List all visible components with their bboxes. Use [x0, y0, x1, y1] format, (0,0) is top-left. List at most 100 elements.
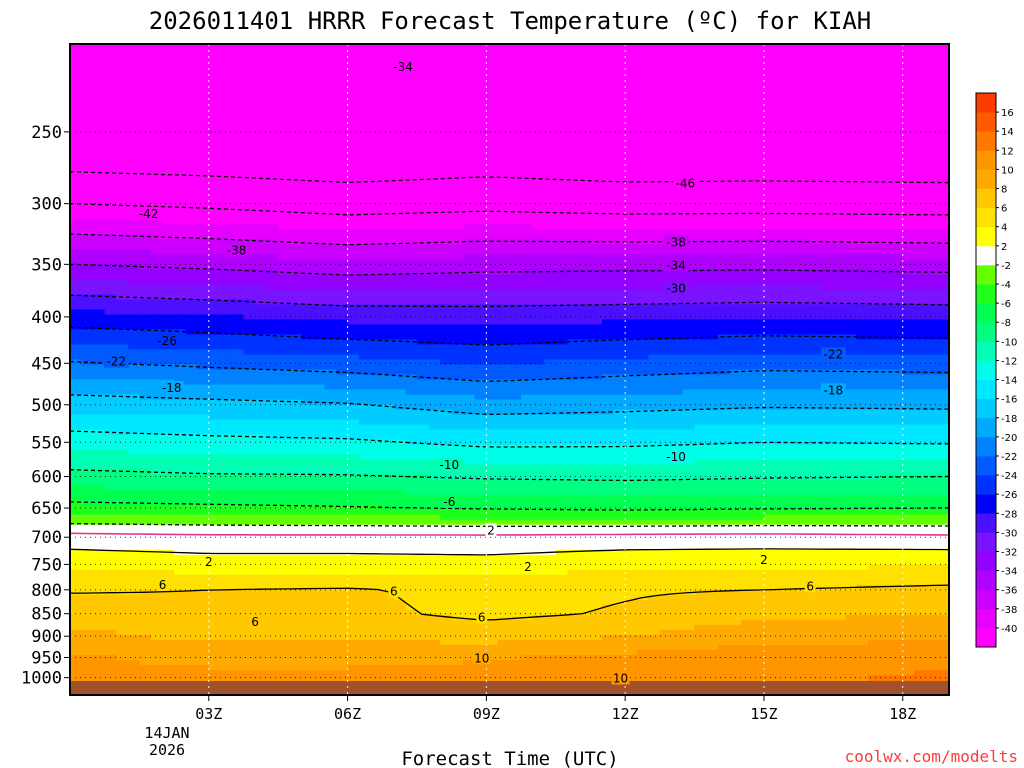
heat-cell: [393, 189, 407, 195]
heat-cell: [509, 209, 522, 215]
heat-cell: [509, 89, 522, 95]
heat-cell: [278, 474, 291, 481]
heat-cell: [127, 334, 140, 341]
heat-cell: [486, 74, 499, 80]
heat-cell: [336, 604, 349, 611]
heat-cell: [382, 604, 395, 611]
heat-cell: [463, 584, 476, 591]
heat-cell: [208, 354, 221, 361]
heat-cell: [81, 179, 94, 185]
heat-cell: [93, 504, 106, 511]
heat-cell: [127, 109, 140, 115]
heat-cell: [382, 394, 395, 401]
heat-cell: [370, 79, 383, 85]
heat-cell: [104, 499, 117, 506]
heat-cell: [220, 119, 233, 125]
heat-cell: [162, 324, 175, 331]
heat-cell: [127, 479, 140, 486]
heat-cell: [474, 189, 487, 195]
heat-cell: [301, 319, 314, 326]
heat-cell: [139, 274, 152, 280]
heat-cell: [104, 539, 117, 546]
heat-cell: [266, 354, 279, 361]
heat-cell: [301, 374, 314, 381]
heat-cell: [370, 94, 383, 100]
heat-cell: [416, 594, 430, 601]
heat-cell: [174, 194, 187, 200]
heat-cell: [497, 519, 511, 526]
heat-cell: [139, 99, 152, 105]
heat-cell: [116, 474, 129, 481]
heat-cell: [382, 614, 395, 621]
heat-cell: [278, 609, 291, 616]
heat-cell: [139, 669, 152, 676]
heat-cell: [70, 389, 83, 396]
heat-cell: [312, 134, 326, 140]
heat-cell: [405, 154, 418, 160]
heat-cell: [139, 324, 152, 331]
heat-cell: [440, 94, 453, 100]
heat-cell: [231, 314, 245, 321]
heat-cell: [104, 269, 117, 275]
heat-cell: [150, 554, 164, 561]
heat-cell: [231, 394, 245, 401]
heat-cell: [243, 144, 256, 150]
heat-cell: [312, 219, 326, 225]
heat-cell: [208, 479, 221, 486]
heat-cell: [324, 569, 337, 576]
heat-cell: [266, 524, 279, 531]
heat-cell: [243, 404, 256, 411]
heat-cell: [370, 539, 383, 546]
heat-cell: [428, 584, 441, 591]
heat-cell: [301, 469, 314, 476]
heat-cell: [255, 69, 268, 75]
heat-cell: [451, 379, 464, 386]
heat-cell: [162, 434, 175, 441]
heat-cell: [486, 489, 499, 496]
heat-cell: [370, 559, 383, 566]
heat-cell: [428, 69, 441, 75]
heat-cell: [474, 239, 487, 245]
heat-cell: [266, 129, 279, 135]
heat-cell: [324, 509, 337, 516]
heat-cell: [382, 134, 395, 140]
heat-cell: [255, 589, 268, 596]
heat-cell: [416, 119, 430, 125]
heat-cell: [324, 289, 337, 295]
heat-cell: [382, 649, 395, 656]
heat-cell: [359, 574, 372, 581]
heat-cell: [451, 109, 464, 115]
heat-cell: [463, 504, 476, 511]
heat-cell: [208, 599, 221, 606]
heat-cell: [162, 654, 175, 661]
heat-cell: [497, 84, 511, 90]
heat-cell: [174, 579, 187, 586]
heat-cell: [116, 624, 129, 631]
heat-cell: [116, 179, 129, 185]
heat-cell: [451, 634, 464, 641]
heat-cell: [312, 84, 326, 90]
heat-cell: [208, 439, 221, 446]
heat-cell: [289, 179, 302, 185]
heat-cell: [347, 474, 360, 481]
heat-cell: [266, 634, 279, 641]
heat-cell: [416, 109, 430, 115]
heat-cell: [162, 419, 175, 426]
heat-cell: [428, 464, 441, 471]
heat-cell: [104, 144, 117, 150]
heat-cell: [416, 589, 430, 596]
heat-cell: [255, 254, 268, 260]
heat-cell: [428, 364, 441, 371]
heat-cell: [266, 84, 279, 90]
heat-cell: [266, 329, 279, 336]
heat-cell: [486, 499, 499, 506]
heat-cell: [428, 269, 441, 275]
heat-cell: [81, 54, 94, 60]
heat-cell: [347, 164, 360, 170]
heat-cell: [243, 439, 256, 446]
heat-cell: [162, 674, 175, 681]
heat-cell: [70, 194, 83, 200]
heat-cell: [81, 639, 94, 646]
heat-cell: [197, 499, 210, 506]
heat-cell: [185, 219, 198, 225]
